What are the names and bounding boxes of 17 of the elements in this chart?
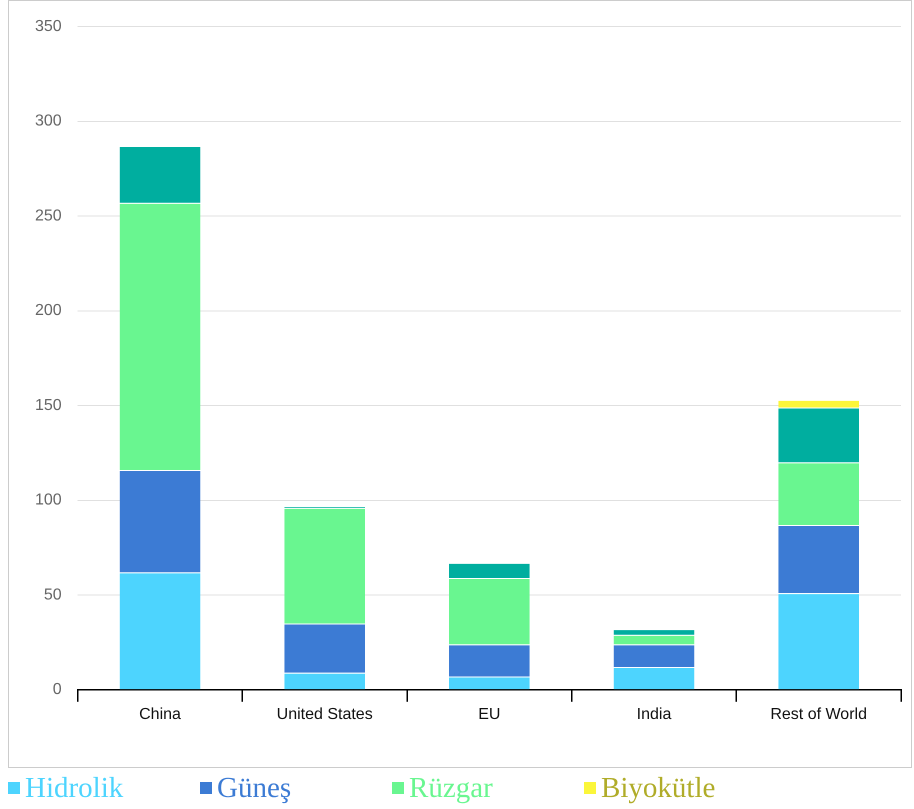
y-tick-label: 150 [34, 396, 62, 414]
y-tick-label: 250 [34, 207, 62, 224]
y-tick-label: 0 [52, 681, 62, 698]
x-tick-label: EU [478, 706, 500, 723]
legend-label: Rüzgar [409, 771, 493, 806]
x-tick-label: United States [276, 706, 373, 723]
y-tick-label: 100 [34, 492, 62, 509]
y-tick-label: 350 [34, 18, 62, 36]
legend-label: Biyokütle [601, 771, 716, 806]
legend-label: Güneş [217, 771, 292, 806]
legend-label: Hidrolik [25, 771, 124, 806]
y-tick-label: 200 [34, 302, 62, 320]
y-tick-label: 300 [34, 112, 62, 130]
x-tick-label: China [139, 706, 182, 723]
x-tick-label: Rest of World [770, 706, 867, 723]
y-tick-label: 50 [44, 586, 62, 604]
x-tick-label: India [636, 706, 672, 723]
